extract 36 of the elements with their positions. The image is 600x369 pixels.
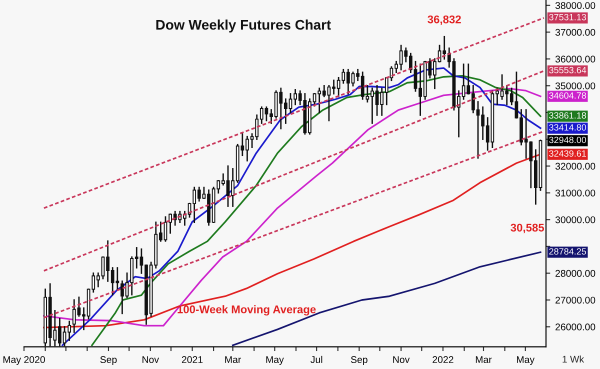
y-tick-label: 35000.00 [555, 82, 596, 90]
y-tick-label: 38000.00 [555, 2, 596, 9]
x-tick-label: May [517, 356, 535, 365]
y-tick-label: 28000.00 [556, 270, 596, 277]
x-tick-label: Jul [310, 356, 322, 364]
x-tick-label: Nov [393, 356, 410, 364]
data-label: 32439.61 [549, 150, 586, 157]
line-series [232, 251, 542, 346]
data-label: 37531.13 [549, 14, 586, 20]
x-tick-label: Sep [350, 356, 368, 365]
text: Dow Weekly Futures Chart [156, 20, 331, 32]
annotation: 30,585 [510, 224, 544, 234]
x-tick-label: May 2020 [3, 356, 45, 365]
data-label: 35553.64 [549, 66, 586, 74]
y-tick-label: 26000.00 [556, 324, 596, 330]
y-tick-label: 30000.00 [555, 216, 596, 224]
y-tick-label: 32000.00 [555, 162, 596, 170]
x-tick-label: Sep [100, 356, 117, 365]
x-tick-label: Mar [476, 356, 492, 364]
y-tick-label: 31000.00 [555, 190, 596, 196]
data-label: 33861.18 [549, 112, 586, 119]
data-label: 28784.25 [549, 248, 586, 255]
y-tick-label: 36000.00 [555, 56, 596, 63]
data-label: 34604.78 [549, 92, 586, 99]
x-tick-label: 2021 [182, 356, 203, 364]
x-tick-label: May [266, 356, 284, 365]
annotation: 100-Week Moving Average [178, 305, 316, 316]
text: 1 Wk [562, 356, 584, 363]
annotation: 32948.00 [549, 136, 586, 144]
x-tick-label: Nov [142, 356, 159, 364]
y-tick-label: 27000.00 [556, 296, 596, 304]
y-tick-label: 37000.00 [555, 28, 596, 36]
x-tick-label: Mar [225, 356, 242, 364]
data-label: 33414.80 [549, 124, 586, 131]
annotation: 36,832 [428, 15, 461, 25]
x-tick-label: 2022 [432, 356, 454, 364]
